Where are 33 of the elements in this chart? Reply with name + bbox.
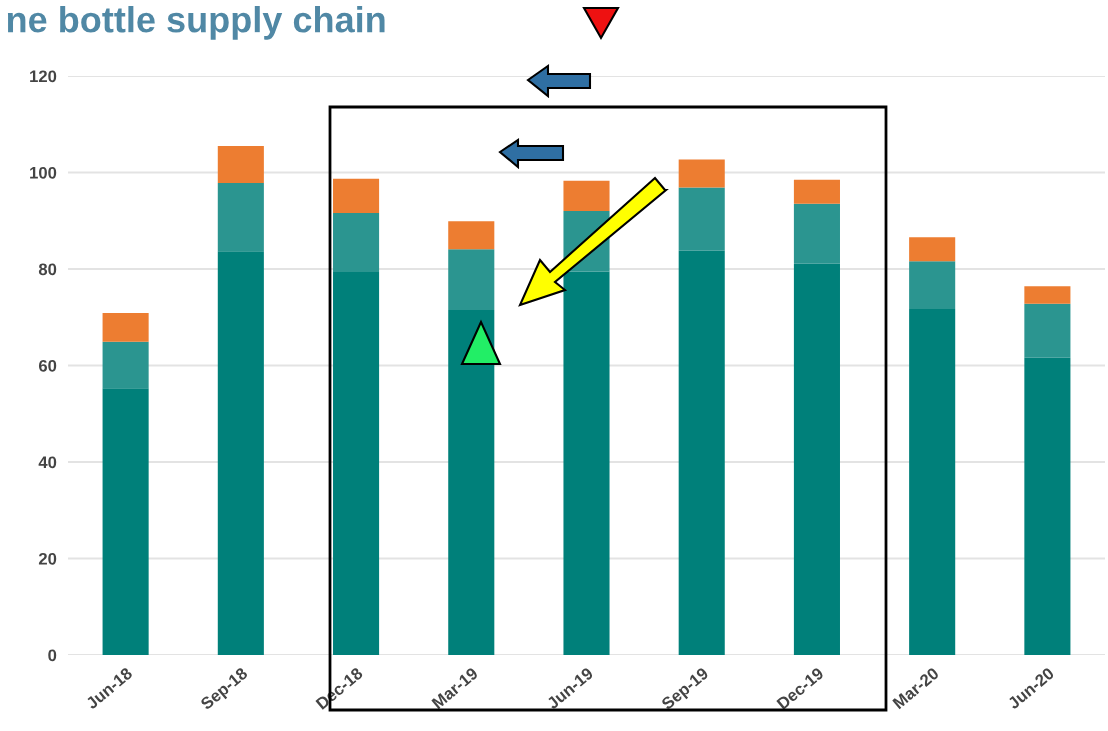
y-tick-label: 20 xyxy=(38,552,57,565)
bar xyxy=(793,179,840,204)
chart-title: ne bottle supply chain xyxy=(7,6,385,40)
bar xyxy=(217,145,264,184)
y-tick-label: 0 xyxy=(48,649,57,662)
y-tick-label: 100 xyxy=(30,166,57,179)
bar xyxy=(333,213,380,272)
y-tick-label: 40 xyxy=(38,456,57,469)
y-tick-label: 120 xyxy=(30,70,57,83)
bar xyxy=(563,271,610,655)
bar xyxy=(793,263,840,655)
bar xyxy=(333,178,380,214)
bar xyxy=(909,309,956,655)
y-tick-label: 60 xyxy=(38,359,57,372)
bar xyxy=(217,183,264,252)
bar xyxy=(678,159,725,188)
bar xyxy=(217,251,264,655)
bar xyxy=(333,271,380,655)
bar xyxy=(678,187,725,251)
bar xyxy=(1024,303,1071,358)
bar xyxy=(678,250,725,655)
bar xyxy=(448,249,495,311)
bar xyxy=(909,237,956,262)
bar xyxy=(793,203,840,264)
bar xyxy=(1024,286,1071,304)
bar xyxy=(1024,357,1071,655)
bar xyxy=(909,261,956,310)
bar xyxy=(102,388,149,655)
y-tick-label: 80 xyxy=(38,263,57,276)
bar xyxy=(102,312,149,342)
bar xyxy=(102,341,149,389)
bar xyxy=(448,221,495,250)
bar xyxy=(563,180,610,212)
